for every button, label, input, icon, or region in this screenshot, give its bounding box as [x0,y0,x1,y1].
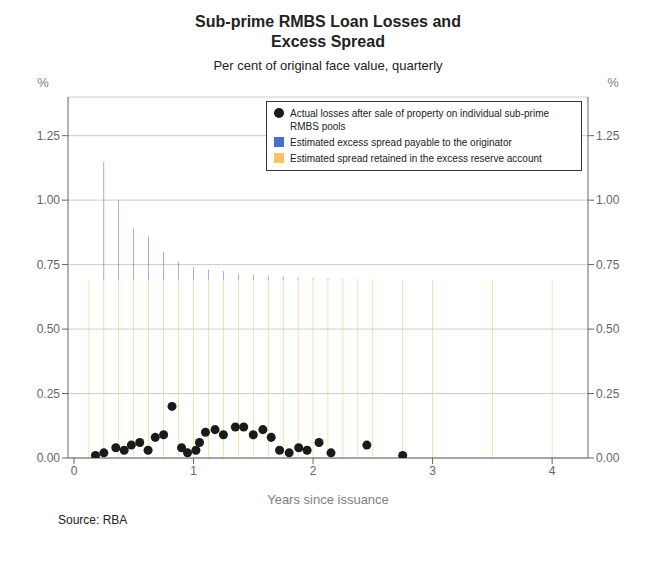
html-text:Actual losses after sale of pr: Actual losses after sale of property on … [290,108,549,132]
html-text:Per cent of original face valu: Per cent of original face value, quarter… [213,58,443,73]
svg-text:Years since issuance: Years since issuance [267,492,389,507]
svg-text:0.75: 0.75 [596,258,620,272]
html-text:Estimated spread retained in t: Estimated spread retained in the excess … [290,153,542,164]
svg-text:0.50: 0.50 [37,322,61,336]
svg-text:0.25: 0.25 [596,387,620,401]
svg-text:1.25: 1.25 [596,129,620,143]
html-text:Source: RBA: Source: RBA [58,513,128,527]
svg-text:0.00: 0.00 [37,451,61,465]
svg-text:1.00: 1.00 [596,193,620,207]
svg-text:1: 1 [190,464,197,478]
svg-text:%: % [37,75,49,90]
svg-text:%: % [607,75,619,90]
svg-text:2: 2 [310,464,317,478]
svg-text:0.50: 0.50 [596,322,620,336]
svg-text:0: 0 [71,464,78,478]
svg-text:0.25: 0.25 [37,387,61,401]
svg-text:3: 3 [429,464,436,478]
html-text:Estimated excess spread payabl: Estimated excess spread payable to the o… [290,137,512,148]
svg-text:1.25: 1.25 [37,129,61,143]
svg-text:4: 4 [549,464,556,478]
svg-text:0.75: 0.75 [37,258,61,272]
svg-text:0.00: 0.00 [596,451,620,465]
html-text:Sub-prime RMBS Loan Losses and: Sub-prime RMBS Loan Losses and Excess Sp… [195,13,461,50]
svg-text:1.00: 1.00 [37,193,61,207]
